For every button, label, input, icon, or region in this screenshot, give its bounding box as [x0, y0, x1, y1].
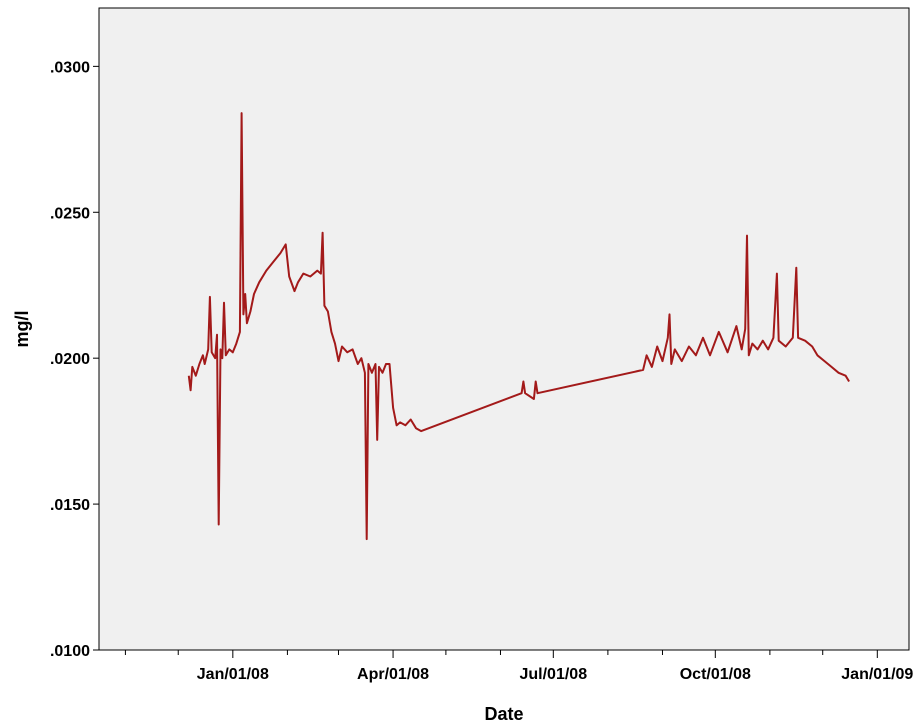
- y-tick-label: .0250: [50, 205, 90, 222]
- x-tick-label: Apr/01/08: [357, 666, 429, 683]
- x-axis-title: Date: [484, 704, 523, 724]
- x-tick-label: Oct/01/08: [680, 666, 751, 683]
- y-tick-label: .0200: [50, 351, 90, 368]
- y-tick-label: .0100: [50, 643, 90, 660]
- x-tick-label: Jan/01/09: [841, 666, 913, 683]
- series-line: [187, 112, 850, 541]
- y-axis: .0100 .0150 .0200 .0250 .0300: [50, 59, 99, 660]
- y-tick-label: .0150: [50, 497, 90, 514]
- x-axis: Jan/01/08 Apr/01/08 Jul/01/08 Oct/01/08 Jan/…: [124, 650, 913, 683]
- x-tick-label: Jan/01/08: [197, 666, 269, 683]
- y-axis-title: mg/l: [12, 310, 32, 347]
- y-tick-label: .0300: [50, 59, 90, 76]
- x-tick-label: Jul/01/08: [519, 666, 587, 683]
- plot-area: [98, 7, 910, 651]
